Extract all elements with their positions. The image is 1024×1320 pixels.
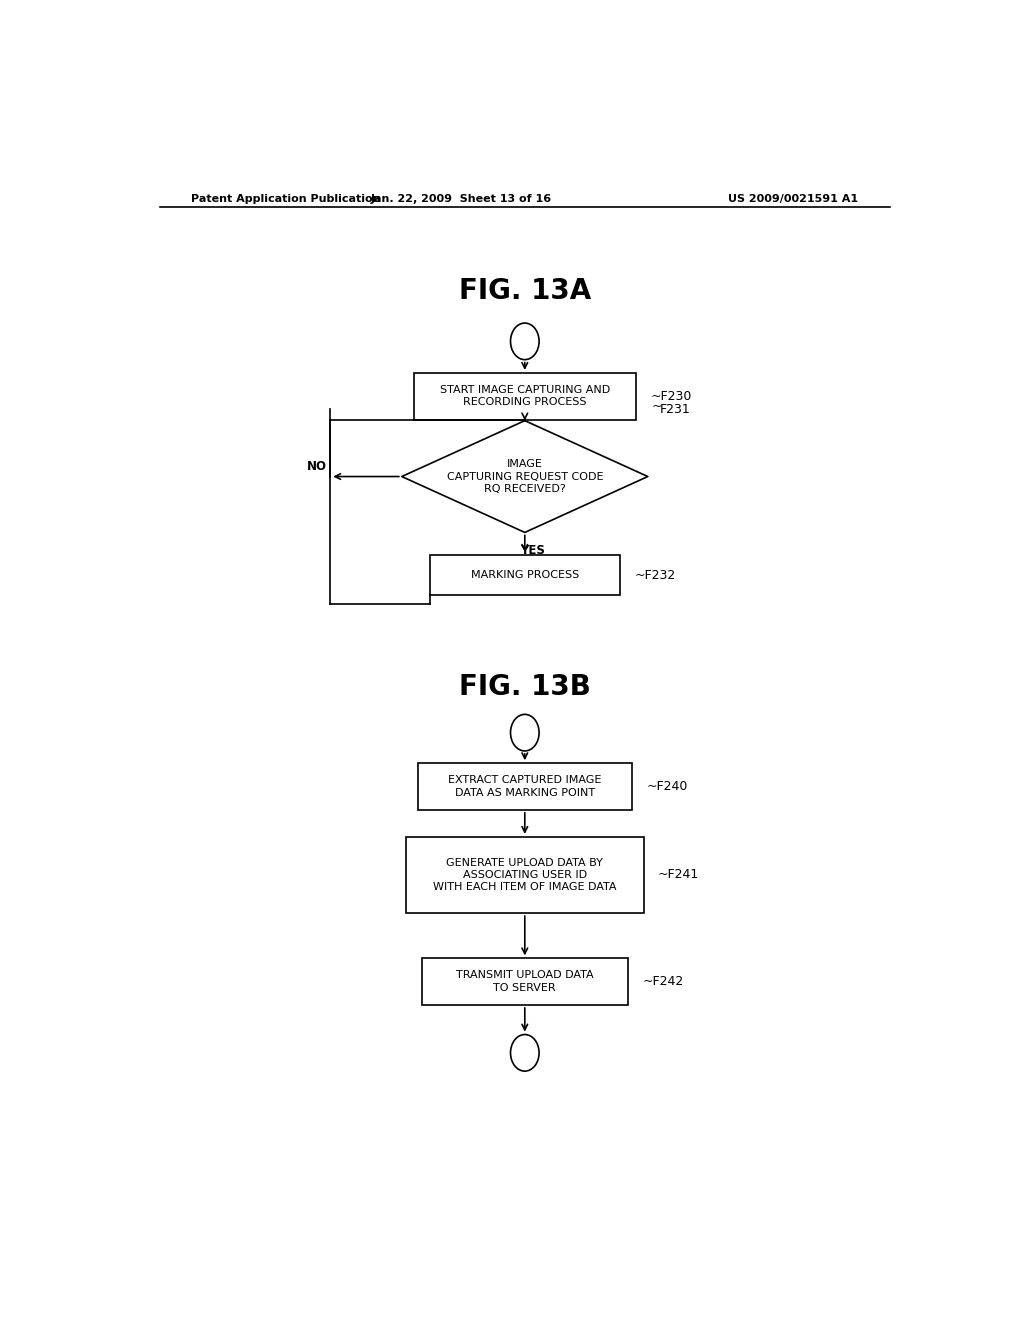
Text: NO: NO (306, 459, 327, 473)
Text: ~F240: ~F240 (646, 780, 687, 793)
Text: YES: YES (520, 544, 545, 557)
Text: MARKING PROCESS: MARKING PROCESS (471, 570, 579, 579)
Text: TRANSMIT UPLOAD DATA
TO SERVER: TRANSMIT UPLOAD DATA TO SERVER (456, 970, 594, 993)
Text: US 2009/0021591 A1: US 2009/0021591 A1 (728, 194, 858, 205)
Text: ~F232: ~F232 (634, 569, 676, 582)
Polygon shape (401, 421, 648, 532)
FancyBboxPatch shape (430, 554, 620, 595)
Text: GENERATE UPLOAD DATA BY
ASSOCIATING USER ID
WITH EACH ITEM OF IMAGE DATA: GENERATE UPLOAD DATA BY ASSOCIATING USER… (433, 858, 616, 892)
FancyBboxPatch shape (414, 372, 636, 420)
Text: Patent Application Publication: Patent Application Publication (191, 194, 381, 205)
Text: START IMAGE CAPTURING AND
RECORDING PROCESS: START IMAGE CAPTURING AND RECORDING PROC… (439, 385, 610, 408)
Text: F231: F231 (659, 403, 690, 416)
Text: ~F230: ~F230 (650, 389, 691, 403)
Text: Jan. 22, 2009  Sheet 13 of 16: Jan. 22, 2009 Sheet 13 of 16 (371, 194, 552, 205)
FancyBboxPatch shape (406, 837, 644, 913)
Text: ~F242: ~F242 (642, 975, 683, 989)
Text: FIG. 13B: FIG. 13B (459, 673, 591, 701)
Text: FIG. 13A: FIG. 13A (459, 276, 591, 305)
Text: ~: ~ (652, 400, 663, 412)
FancyBboxPatch shape (422, 958, 628, 1005)
Text: EXTRACT CAPTURED IMAGE
DATA AS MARKING POINT: EXTRACT CAPTURED IMAGE DATA AS MARKING P… (449, 775, 601, 797)
FancyBboxPatch shape (418, 763, 632, 810)
Text: ~F241: ~F241 (658, 869, 699, 882)
Text: IMAGE
CAPTURING REQUEST CODE
RQ RECEIVED?: IMAGE CAPTURING REQUEST CODE RQ RECEIVED… (446, 459, 603, 494)
